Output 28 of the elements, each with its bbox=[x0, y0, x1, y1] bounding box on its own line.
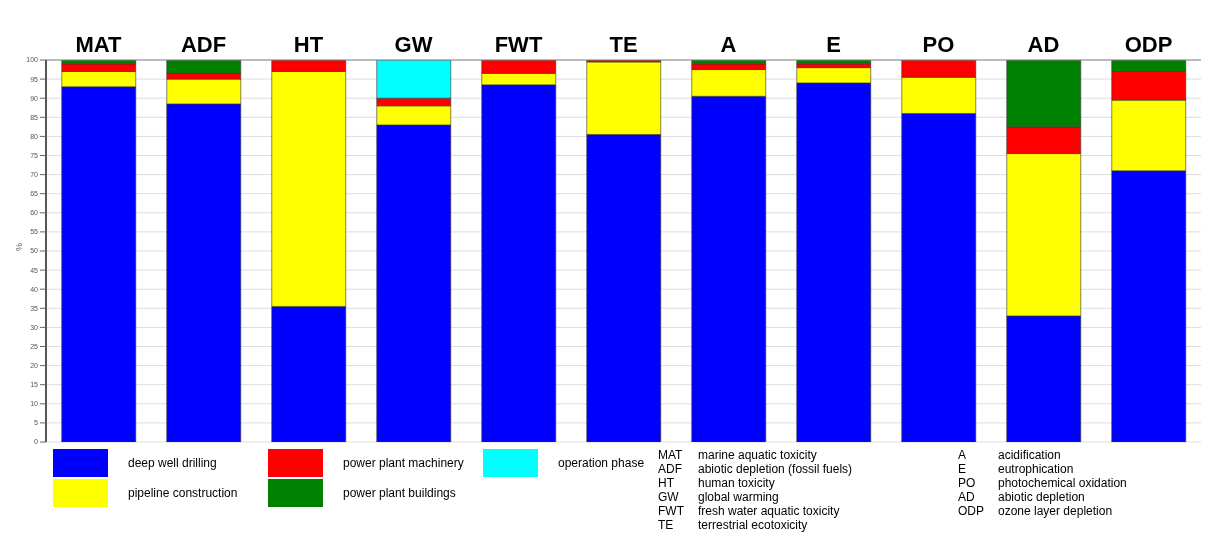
text: TE terrestrial ecotoxicity bbox=[658, 518, 808, 532]
text: AD abiotic depletion bbox=[958, 490, 1085, 504]
text: HT human toxicity bbox=[658, 476, 775, 490]
text: MAT marine aquatic toxicity bbox=[658, 448, 817, 462]
y-axis-title: % bbox=[14, 242, 25, 251]
text: ODP ozone layer depletion bbox=[958, 504, 1113, 518]
x-tick-label: FWT bbox=[494, 32, 543, 57]
legend-label: power plant buildings bbox=[343, 486, 456, 500]
text: ADF abiotic depletion (fossil fuels) bbox=[658, 462, 853, 476]
legend-label: power plant machinery bbox=[343, 456, 464, 470]
legend-label: pipeline construction bbox=[128, 486, 238, 500]
x-tick-label: E bbox=[826, 32, 841, 57]
x-tick-label: PO bbox=[922, 32, 955, 57]
series-label: deep well drilling bbox=[128, 456, 217, 470]
x-tick-label: HT bbox=[293, 32, 324, 57]
text: PO photochemical oxidation bbox=[958, 476, 1127, 490]
x-tick-label: MAT bbox=[75, 32, 123, 57]
legend-label: operation phase bbox=[558, 456, 645, 470]
text: A acidification bbox=[958, 448, 1061, 462]
x-tick-label: GW bbox=[394, 32, 433, 57]
text: E eutrophication bbox=[958, 462, 1074, 476]
text: FWT fresh water aquatic toxicity bbox=[658, 504, 840, 518]
x-tick-label: ADF bbox=[180, 32, 227, 57]
text: GW global warming bbox=[658, 490, 779, 504]
x-tick-label: ODP bbox=[1124, 32, 1173, 57]
x-tick-label: AD bbox=[1027, 32, 1060, 57]
x-tick-label: A bbox=[720, 32, 737, 57]
x-tick-label: TE bbox=[609, 32, 638, 57]
